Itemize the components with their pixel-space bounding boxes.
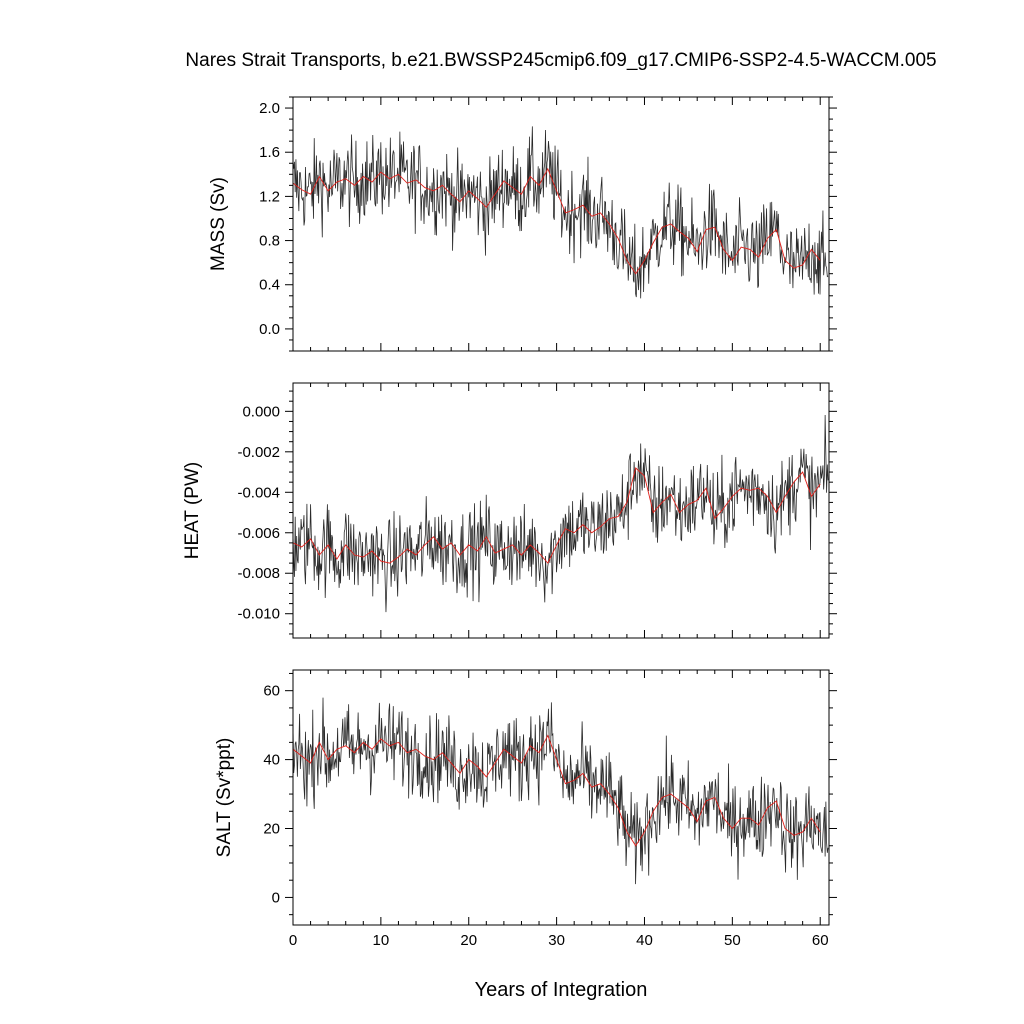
y-tick-label: -0.008 <box>237 565 280 582</box>
y-tick-label: 1.2 <box>259 188 280 205</box>
x-tick-label: 0 <box>289 932 297 949</box>
chart-title: Nares Strait Transports, b.e21.BWSSP245c… <box>185 50 936 71</box>
x-tick-label: 30 <box>548 932 565 949</box>
heat-raw-series-line <box>292 414 829 613</box>
salt-smoothed-series-line <box>292 734 821 847</box>
y-tick-label: -0.006 <box>237 525 280 542</box>
y-tick-label: 0 <box>272 889 280 906</box>
y-tick-label: 0.8 <box>259 233 280 250</box>
mass-plot-frame <box>292 96 830 352</box>
salt-y-axis-label: SALT (Sv*ppt) <box>214 738 235 858</box>
y-tick-label: -0.002 <box>237 444 280 461</box>
mass-raw-series-line <box>292 126 829 299</box>
y-tick-label: 1.6 <box>259 144 280 161</box>
y-tick-label: -0.010 <box>237 606 280 623</box>
y-tick-label: 0.000 <box>242 403 280 420</box>
x-tick-label: 50 <box>724 932 741 949</box>
heat-panel: -0.010 -0.008 -0.006 -0.004 -0.002 0.000 HEAT … <box>182 382 837 639</box>
mass-panel: 0.0 0.4 0.8 1.2 1.6 2.0 MASS (Sv) <box>208 96 837 352</box>
x-tick-label: 20 <box>460 932 477 949</box>
x-axis-label: Years of Integration <box>475 979 648 1001</box>
salt-raw-series-line <box>292 697 829 885</box>
heat-y-axis-label: HEAT (PW) <box>182 462 203 559</box>
x-tick-label: 10 <box>373 932 390 949</box>
salt-panel: 0 20 40 60 0 10 20 30 40 50 60 SALT (Sv*ppt) <box>214 669 837 949</box>
y-tick-label: 40 <box>263 752 280 769</box>
x-tick-label: 40 <box>636 932 653 949</box>
heat-plot-frame <box>292 382 830 639</box>
heat-smoothed-series-line <box>292 467 821 564</box>
y-tick-label: -0.004 <box>237 484 280 501</box>
mass-smoothed-series-line <box>292 167 821 275</box>
y-tick-label: 20 <box>263 821 280 838</box>
mass-y-axis-label: MASS (Sv) <box>208 177 229 271</box>
y-tick-label: 60 <box>263 683 280 700</box>
x-tick-label: 60 <box>812 932 829 949</box>
y-tick-label: 0.4 <box>259 277 280 294</box>
y-tick-label: 2.0 <box>259 100 280 117</box>
salt-plot-frame <box>292 669 830 926</box>
y-tick-label: 0.0 <box>259 321 280 338</box>
